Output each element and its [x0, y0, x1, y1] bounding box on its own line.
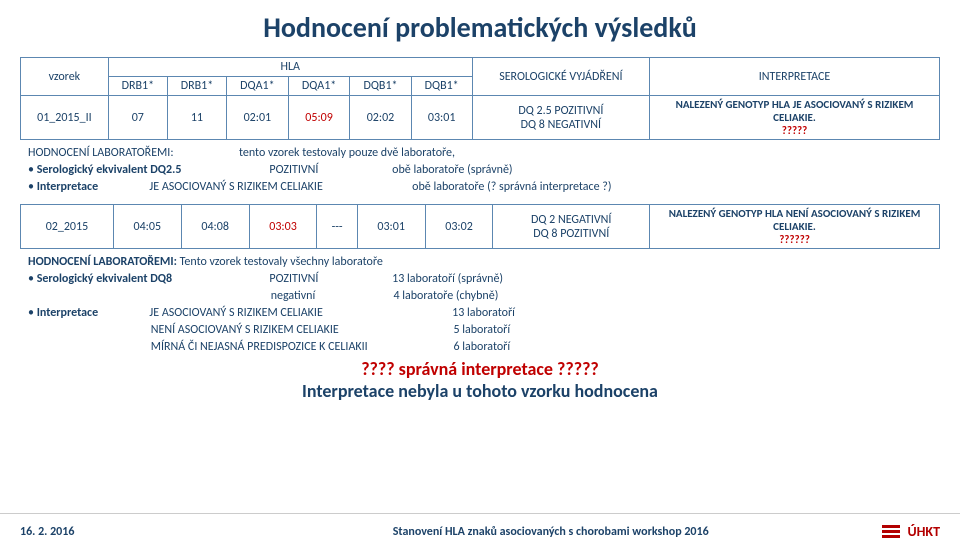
n1-l1b: POZITIVNÍ: [269, 163, 389, 177]
n2-l0b: Tento vzorek testovaly všechny laboratoř…: [180, 255, 383, 269]
notes-2: HODNOCENÍ LABORATOŘEMI: Tento vzorek tes…: [28, 255, 932, 402]
n1-l0a: HODNOCENÍ LABORATOŘEMI:: [28, 146, 174, 160]
table-2: 02_2015 04:05 04:08 03:03 --- 03:01 03:0…: [20, 204, 940, 249]
serolog-line2: DQ 8 NEGATIVNÍ: [479, 118, 643, 132]
serolog2-line2: DQ 8 POZITIVNÍ: [499, 227, 643, 241]
interp2-line1: NALEZENÝ GENOTYP HLA NENÍ ASOCIOVANÝ S R…: [656, 207, 933, 233]
cell2-v5: 03:02: [425, 205, 493, 249]
n2-l1a: Serologický ekvivalent DQ8: [37, 272, 267, 286]
n2-l2a: Interpretace: [37, 306, 147, 320]
th-sub-2: DQA1*: [227, 77, 289, 96]
n2-l2b: JE ASOCIOVANÝ S RIZIKEM CELIAKIE: [149, 306, 449, 320]
logo-text: ÚHKT: [907, 523, 940, 540]
cell2-serolog: DQ 2 NEGATIVNÍ DQ 8 POZITIVNÍ: [493, 205, 650, 249]
n2-l2f: MÍRNÁ ČI NEJASNÁ PREDISPOZICE K CELIAKII: [151, 340, 451, 354]
cell-interp: NALEZENÝ GENOTYP HLA JE ASOCIOVANÝ S RIZ…: [650, 96, 940, 140]
th-interp: INTERPRETACE: [650, 58, 940, 96]
th-sub-0: DRB1*: [108, 77, 167, 96]
table-1: vzorek HLA SEROLOGICKÉ VYJÁDŘENÍ INTERPR…: [20, 57, 940, 140]
n2-l2e: 5 laboratoří: [453, 323, 510, 337]
n1-l2c: obě laboratoře (? správná interpretace ?…: [412, 180, 611, 194]
footer: 16. 2. 2016 Stanovení HLA znaků asociova…: [0, 513, 960, 549]
notes-1: HODNOCENÍ LABORATOŘEMI: tento vzorek tes…: [28, 146, 932, 194]
conclusion-q: ???? správná interpretace ?????: [361, 358, 599, 380]
n2-l2c: 13 laboratoří: [452, 306, 515, 320]
th-sub-4: DQB1*: [350, 77, 411, 96]
n2-l2d: NENÍ ASOCIOVANÝ S RIZIKEM CELIAKIE: [151, 323, 451, 337]
n2-l2g: 6 laboratoří: [453, 340, 510, 354]
cell2-v0: 04:05: [113, 205, 181, 249]
cell2-v3: ---: [317, 205, 357, 249]
interp-line2: ?????: [656, 124, 933, 137]
cell-serolog: DQ 2.5 POZITIVNÍ DQ 8 NEGATIVNÍ: [472, 96, 649, 140]
cell2-v2: 03:03: [249, 205, 317, 249]
th-vzorek: vzorek: [21, 58, 109, 96]
n1-l0b: tento vzorek testovaly pouze dvě laborat…: [239, 146, 455, 160]
n1-l1a: Serologický ekvivalent DQ2.5: [37, 163, 267, 177]
cell-id: 01_2015_II: [21, 96, 109, 140]
cell2-interp: NALEZENÝ GENOTYP HLA NENÍ ASOCIOVANÝ S R…: [650, 205, 940, 249]
cell-v0: 07: [108, 96, 167, 140]
footer-mid: Stanovení HLA znaků asociovaných s choro…: [220, 525, 881, 539]
th-sub-3: DQA1*: [288, 77, 350, 96]
n2-l1b: POZITIVNÍ: [269, 272, 389, 286]
n2-l1d: negativní: [271, 289, 391, 303]
cell-v4: 02:02: [350, 96, 411, 140]
cell2-v1: 04:08: [181, 205, 249, 249]
cell-v5: 03:01: [411, 96, 472, 140]
table-row: 01_2015_II 07 11 02:01 05:09 02:02 03:01…: [21, 96, 940, 140]
th-serolog: SEROLOGICKÉ VYJÁDŘENÍ: [472, 58, 649, 96]
cell2-v4: 03:01: [357, 205, 425, 249]
cell-v1: 11: [167, 96, 226, 140]
serolog2-line1: DQ 2 NEGATIVNÍ: [499, 213, 643, 227]
th-sub-1: DRB1*: [167, 77, 226, 96]
serolog-line1: DQ 2.5 POZITIVNÍ: [479, 104, 643, 118]
interp2-line2: ??????: [656, 233, 933, 246]
conclusion-line: Interpretace nebyla u tohoto vzorku hodn…: [302, 380, 658, 402]
th-sub-5: DQB1*: [411, 77, 472, 96]
th-hla: HLA: [108, 58, 472, 77]
n1-l1c: obě laboratoře (správně): [392, 163, 512, 177]
cell-id2: 02_2015: [21, 205, 114, 249]
cell-v3: 05:09: [288, 96, 350, 140]
cell-v2: 02:01: [227, 96, 289, 140]
n1-l2a: Interpretace: [37, 180, 147, 194]
footer-date: 16. 2. 2016: [20, 525, 220, 539]
n2-l1c: 13 laboratoří (správně): [392, 272, 503, 286]
n2-l0a: HODNOCENÍ LABORATOŘEMI:: [28, 255, 177, 269]
page-title: Hodnocení problematických výsledků: [0, 10, 960, 45]
n2-l1e: 4 laboratoře (chybně): [393, 289, 498, 303]
table-row: 02_2015 04:05 04:08 03:03 --- 03:01 03:0…: [21, 205, 940, 249]
interp-line1: NALEZENÝ GENOTYP HLA JE ASOCIOVANÝ S RIZ…: [656, 98, 933, 124]
n1-l2b: JE ASOCIOVANÝ S RIZIKEM CELIAKIE: [149, 180, 409, 194]
